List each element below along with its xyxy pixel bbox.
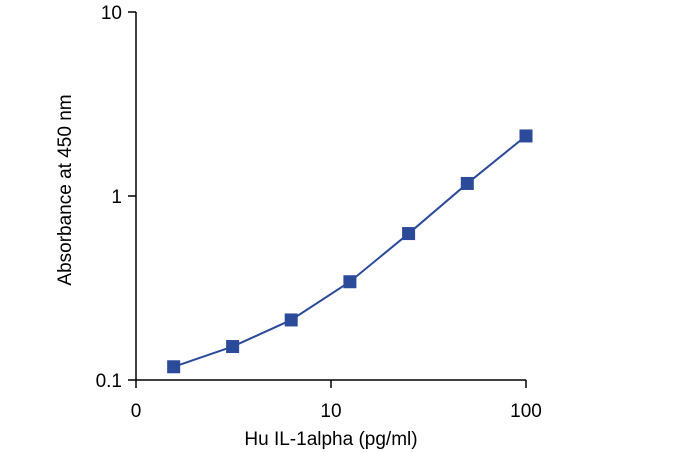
- data-point-0: [167, 360, 181, 374]
- x-tick-label-1: 10: [320, 401, 341, 422]
- x-axis-title: Hu IL-1alpha (pg/ml): [244, 429, 417, 450]
- data-point-5: [460, 176, 474, 190]
- y-ticks: 0.1 1 10: [96, 3, 136, 392]
- y-tick-label-0: 0.1: [96, 371, 122, 392]
- y-tick-label-1: 1: [111, 187, 122, 208]
- data-point-4: [402, 227, 416, 241]
- data-point-1: [226, 340, 240, 354]
- data-point-3: [343, 275, 357, 289]
- x-ticks: 0 10 100: [131, 380, 542, 422]
- data-point-6: [519, 129, 533, 143]
- x-tick-label-2: 100: [510, 401, 542, 422]
- data-point-2: [284, 313, 298, 327]
- y-axis-title: Absorbance at 450 nm: [55, 94, 76, 285]
- series-line-0: [173, 135, 527, 368]
- x-tick-label-0: 0: [131, 401, 142, 422]
- y-tick-label-2: 10: [101, 3, 122, 24]
- data-series: [167, 129, 533, 374]
